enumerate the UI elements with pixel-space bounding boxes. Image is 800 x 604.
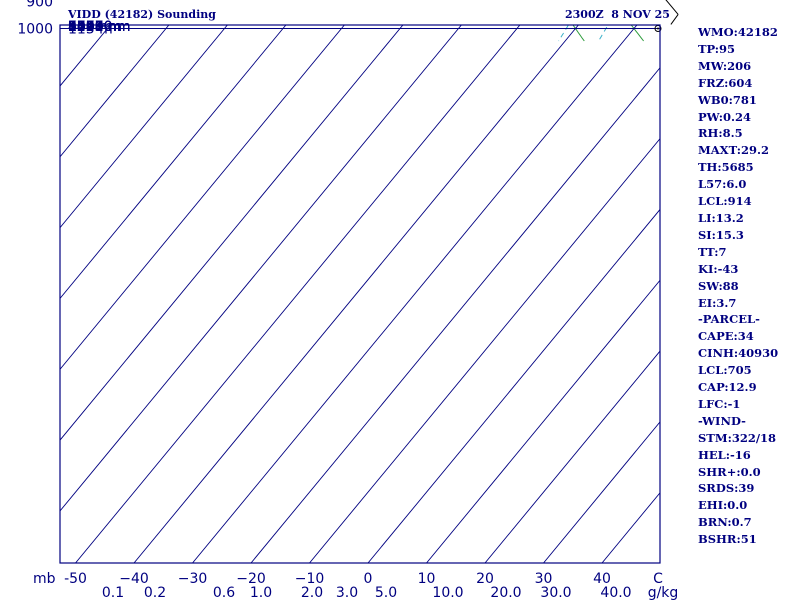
temperature-tick-label: 0 <box>364 571 373 587</box>
isotherm-line <box>0 25 286 563</box>
mixing-ratio-label: 5.0 <box>375 585 397 600</box>
pressure-tick-label: 900 <box>26 0 53 10</box>
axis-labels: 100200300400500600700800900100016510 m14… <box>17 0 678 600</box>
isotherm-line <box>134 25 578 563</box>
index-value: FRZ:604 <box>698 75 798 92</box>
index-value: LI:13.2 <box>698 210 798 227</box>
index-value: CINH:40930 <box>698 345 798 362</box>
index-value: LCL:914 <box>698 193 798 210</box>
index-value: EHI:0.0 <box>698 497 798 514</box>
index-value: MAXT:29.2 <box>698 142 798 159</box>
index-value: KI:-43 <box>698 261 798 278</box>
sounding-time: 2300Z 8 NOV 25 <box>565 8 670 21</box>
isotherm-line <box>17 25 461 563</box>
mixing-ratio-unit: g/kg <box>648 585 679 600</box>
index-value: SRDS:39 <box>698 480 798 497</box>
mixing-ratio-label: 1.0 <box>250 585 272 600</box>
index-value: CAPE:34 <box>698 328 798 345</box>
mixing-ratio-label: 0.6 <box>213 585 235 600</box>
index-value: L57:6.0 <box>698 176 798 193</box>
mixing-ratio-label: 40.0 <box>600 585 631 600</box>
index-value: LFC:-1 <box>698 396 798 413</box>
index-value: MW:206 <box>698 58 798 75</box>
index-value: HEL:-16 <box>698 447 798 464</box>
mixing-ratio-label: 2.0 <box>301 585 323 600</box>
index-value: TP:95 <box>698 41 798 58</box>
isotherm-line <box>310 25 754 563</box>
isotherm-line <box>0 25 110 563</box>
isotherm-line <box>0 25 344 563</box>
mixing-ratio-label: 20.0 <box>490 585 521 600</box>
index-value: EI:3.7 <box>698 295 798 312</box>
index-value: RH:8.5 <box>698 125 798 142</box>
isotherm-line <box>0 25 227 563</box>
index-value: BSHR:51 <box>698 531 798 548</box>
index-value: WB0:781 <box>698 92 798 109</box>
mixing-ratio-label: 3.0 <box>336 585 358 600</box>
isotherm-line <box>193 25 637 563</box>
isotherm-line <box>76 25 520 563</box>
temperature-tick-label: −30 <box>178 571 208 587</box>
index-value: BRN:0.7 <box>698 514 798 531</box>
mixing-ratio-label: 0.1 <box>102 585 124 600</box>
index-value: -WIND- <box>698 413 798 430</box>
isotherm-line <box>251 25 695 563</box>
pressure-axis-label: mb <box>33 571 56 587</box>
grid-lines <box>0 0 800 563</box>
index-value: -PARCEL- <box>698 311 798 328</box>
index-value: SW:88 <box>698 278 798 295</box>
index-value: SI:15.3 <box>698 227 798 244</box>
index-value: WMO:42182 <box>698 24 798 41</box>
dry-adiabat-line <box>405 0 585 41</box>
station-title: VIDD (42182) Sounding <box>68 8 216 21</box>
index-value: PW:0.24 <box>698 109 798 126</box>
index-value: LCL:705 <box>698 362 798 379</box>
mixing-ratio-label: 10.0 <box>432 585 463 600</box>
mixing-ratio-label: 0.2 <box>144 585 166 600</box>
isotherm-line <box>0 25 169 563</box>
index-value: STM:322/18 <box>698 430 798 447</box>
index-value: CAP:12.9 <box>698 379 798 396</box>
index-value: TH:5685 <box>698 159 798 176</box>
temperature-tick-label: -50 <box>64 571 87 587</box>
pressure-tick-label: 1000 <box>17 22 53 38</box>
mixing-ratio-label: 30.0 <box>540 585 571 600</box>
index-value: SHR+:0.0 <box>698 464 798 481</box>
height-level-label: 115 m <box>68 22 113 38</box>
index-value: TT:7 <box>698 244 798 261</box>
